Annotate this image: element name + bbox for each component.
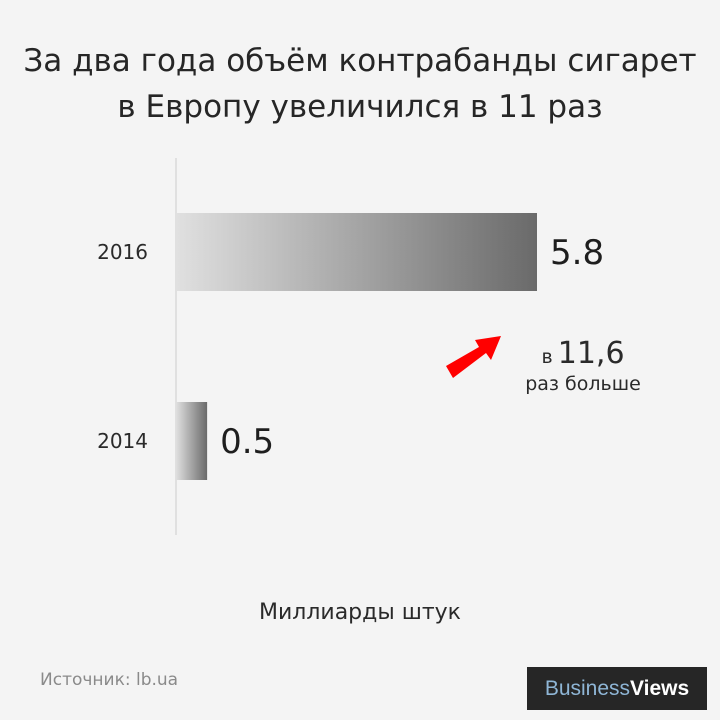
category-label-2014: 2014 [97, 429, 148, 453]
callout-prefix: в [541, 346, 553, 368]
red-arrow-icon [446, 336, 501, 378]
source-note: Источник: lb.ua [40, 670, 179, 690]
x-axis-label: Миллиарды штук [259, 600, 461, 625]
value-label-2016: 5.8 [550, 233, 604, 273]
chart-title: За два года объём контрабанды сигарет в … [0, 38, 720, 130]
category-label-2016: 2016 [97, 240, 148, 264]
title-line-1: За два года объём контрабанды сигарет [23, 43, 697, 79]
bar-2016 [176, 213, 537, 291]
value-label-2014: 0.5 [220, 422, 274, 462]
callout-number: 11,6 [557, 336, 625, 371]
callout-suffix: раз больше [525, 373, 641, 395]
ratio-callout: в 11,6 раз больше [498, 336, 668, 395]
bar-2014 [176, 402, 208, 480]
businessviews-logo: BusinessViews [527, 667, 707, 710]
title-line-2: в Европу увеличился в 11 раз [117, 89, 603, 125]
